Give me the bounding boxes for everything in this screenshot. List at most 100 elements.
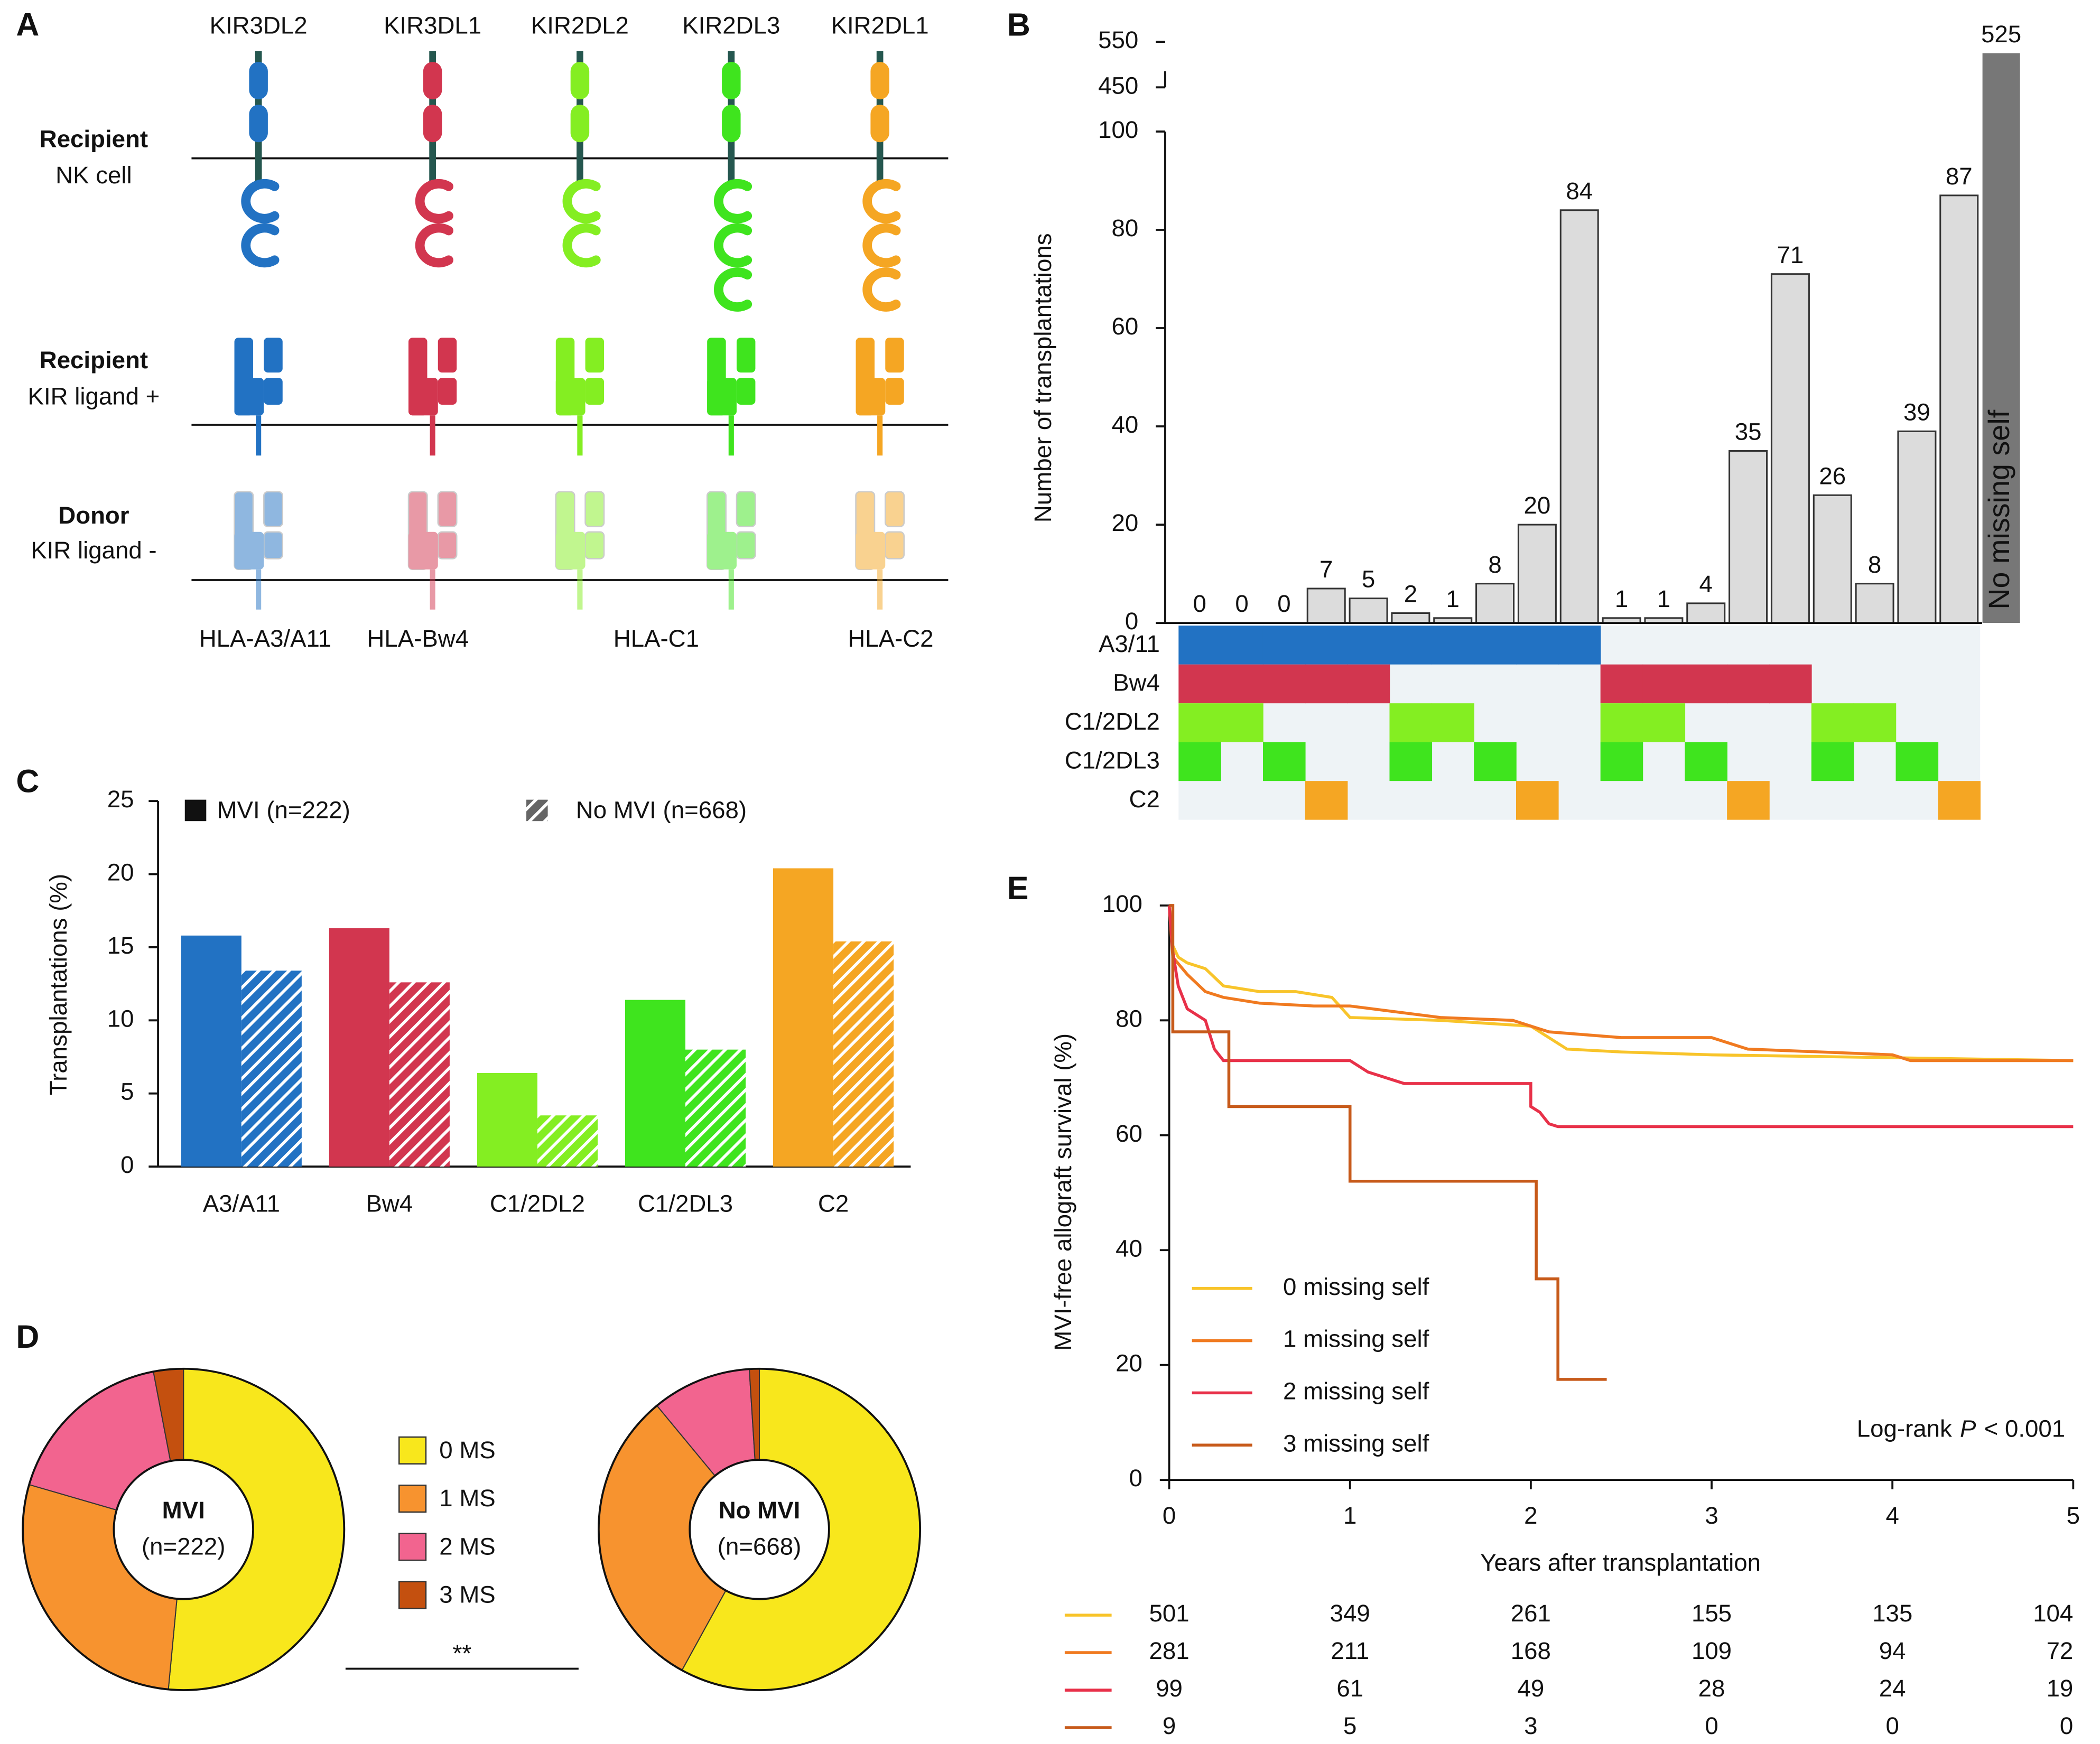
receptor-name: KIR2DL3 — [682, 12, 780, 39]
bar — [537, 1115, 598, 1167]
receptor-name: KIR2DL2 — [531, 12, 629, 39]
panel-label: E — [1007, 870, 1029, 906]
y-tick-label: 100 — [1098, 116, 1138, 143]
bar — [1729, 450, 1768, 624]
at-risk-count: 94 — [1879, 1637, 1906, 1664]
legend-label: 2 MS — [439, 1533, 495, 1560]
matrix-cell — [1221, 703, 1263, 742]
legend-swatch — [398, 1485, 427, 1513]
x-tick-label: 0 — [1163, 1502, 1176, 1529]
value-label: 26 — [1819, 462, 1846, 489]
at-risk-count: 3 — [1524, 1712, 1537, 1739]
ligand-name: HLA-C2 — [848, 625, 933, 652]
x-tick-label: Bw4 — [366, 1190, 413, 1217]
x-tick-label: 1 — [1343, 1502, 1356, 1529]
x-tick-label: C1/2DL2 — [490, 1190, 585, 1217]
value-label: 525 — [1981, 21, 2021, 48]
matrix-cell — [1389, 703, 1433, 742]
y-tick-label: 20 — [107, 859, 134, 886]
matrix-cell — [1389, 665, 1432, 703]
matrix-cell — [1727, 664, 1770, 704]
matrix-cell — [1305, 742, 1348, 781]
value-label: 39 — [1903, 398, 1930, 425]
ligand-arm — [437, 491, 458, 527]
km-curve — [1169, 904, 1607, 1381]
value-label: 7 — [1320, 556, 1333, 583]
ligand-domain — [736, 531, 756, 559]
matrix-cell — [1221, 664, 1263, 704]
bar — [1939, 194, 1979, 624]
y-axis-title: MVI-free allograft survival (%) — [1049, 1033, 1076, 1351]
matrix-cell — [1178, 626, 1221, 665]
donut-title: MVI — [162, 1497, 205, 1524]
at-risk-count: 501 — [1149, 1600, 1190, 1627]
bar — [1391, 612, 1430, 624]
ligand — [856, 338, 904, 456]
bar — [1770, 273, 1810, 624]
matrix-cell — [1432, 626, 1474, 665]
panel-label: B — [1007, 6, 1030, 42]
bar — [773, 868, 834, 1167]
matrix-cell — [1642, 781, 1685, 819]
matrix-cell — [1642, 742, 1685, 781]
matrix-cell — [1811, 742, 1854, 781]
receptor-domain — [562, 179, 601, 223]
ligand-base — [856, 531, 886, 570]
receptor-domain — [562, 223, 601, 268]
bar — [833, 941, 894, 1167]
receptor-bead — [870, 62, 889, 100]
matrix-cell — [1685, 703, 1727, 742]
receptor-domain — [862, 267, 901, 312]
panel-label: D — [16, 1319, 39, 1355]
receptor-bead — [249, 105, 268, 143]
matrix-cell — [1601, 781, 1643, 819]
at-risk-count: 0 — [1885, 1712, 1899, 1739]
matrix-cell — [1853, 703, 1897, 742]
receptor-bead — [423, 62, 442, 100]
legend-label: MVI (n=222) — [217, 796, 350, 823]
y-tick-label: 20 — [1116, 1350, 1142, 1377]
matrix-cell — [1389, 742, 1433, 781]
x-tick-label: C2 — [818, 1190, 849, 1217]
matrix-cell — [1854, 781, 1897, 819]
at-risk-count: 349 — [1330, 1600, 1370, 1627]
matrix-cell — [1685, 742, 1727, 781]
legend-label: 1 missing self — [1283, 1326, 1429, 1353]
x-tick-label: 3 — [1705, 1502, 1718, 1529]
annotation-italic: P — [1960, 1415, 1976, 1442]
value-label: 20 — [1524, 492, 1551, 519]
x-tick-label: A3/A11 — [203, 1190, 280, 1217]
donut-outline — [597, 1367, 922, 1691]
matrix-row-label: Bw4 — [1113, 669, 1160, 696]
matrix-cell — [1178, 703, 1221, 742]
y-tick-label: 15 — [107, 932, 134, 959]
annotation: Log-rank P < 0.001 — [1857, 1415, 2065, 1442]
bar — [181, 935, 241, 1167]
y-tick-label: 40 — [1112, 411, 1139, 438]
legend-swatch — [526, 799, 548, 822]
matrix-cell — [1938, 626, 1981, 664]
value-label: 35 — [1735, 418, 1762, 445]
value-label: 87 — [1946, 163, 1973, 190]
x-tick-label: 4 — [1885, 1502, 1899, 1529]
matrix-cell — [1685, 664, 1727, 704]
ligand-base — [707, 531, 737, 570]
km-curve — [1167, 905, 2074, 1062]
bar — [1897, 430, 1937, 624]
row-subtitle: NK cell — [55, 162, 132, 189]
value-label: 1 — [1446, 585, 1460, 612]
ligand-base — [408, 378, 438, 416]
matrix-cell — [1854, 626, 1897, 664]
matrix-cell — [1262, 742, 1306, 781]
matrix-cell — [1895, 703, 1938, 742]
value-label: 0 — [1235, 590, 1248, 617]
bar — [1517, 524, 1557, 624]
x-tick-label: 5 — [2067, 1502, 2080, 1529]
matrix-cell — [1769, 742, 1812, 781]
bar — [389, 982, 450, 1167]
at-risk-count: 19 — [2047, 1675, 2074, 1702]
matrix-cell — [1389, 626, 1433, 665]
at-risk-count: 104 — [2033, 1600, 2073, 1627]
ligand — [234, 491, 284, 610]
km-curve — [1167, 905, 2074, 1129]
